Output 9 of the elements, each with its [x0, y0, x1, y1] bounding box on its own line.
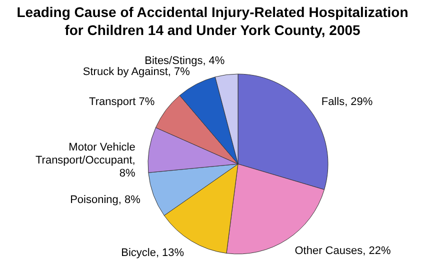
slice-label: Poisoning, 8% [70, 194, 141, 206]
slice-label: Motor Vehicle Transport/Occupant, 8% [35, 141, 136, 180]
slice-label: Bites/Stings, 4% [144, 54, 225, 67]
slice-label: Transport 7% [89, 96, 155, 108]
slice-label: Other Causes, 22% [294, 245, 391, 258]
slice-label: Struck by Against, 7% [82, 66, 190, 78]
slice-label: Bicycle, 13% [121, 246, 184, 259]
slice-label: Falls, 29% [321, 96, 373, 108]
chart-title: Leading Cause of Accidental Injury-Related Hospitalization for Children 14 and Under York County, 2005 [16, 4, 408, 38]
